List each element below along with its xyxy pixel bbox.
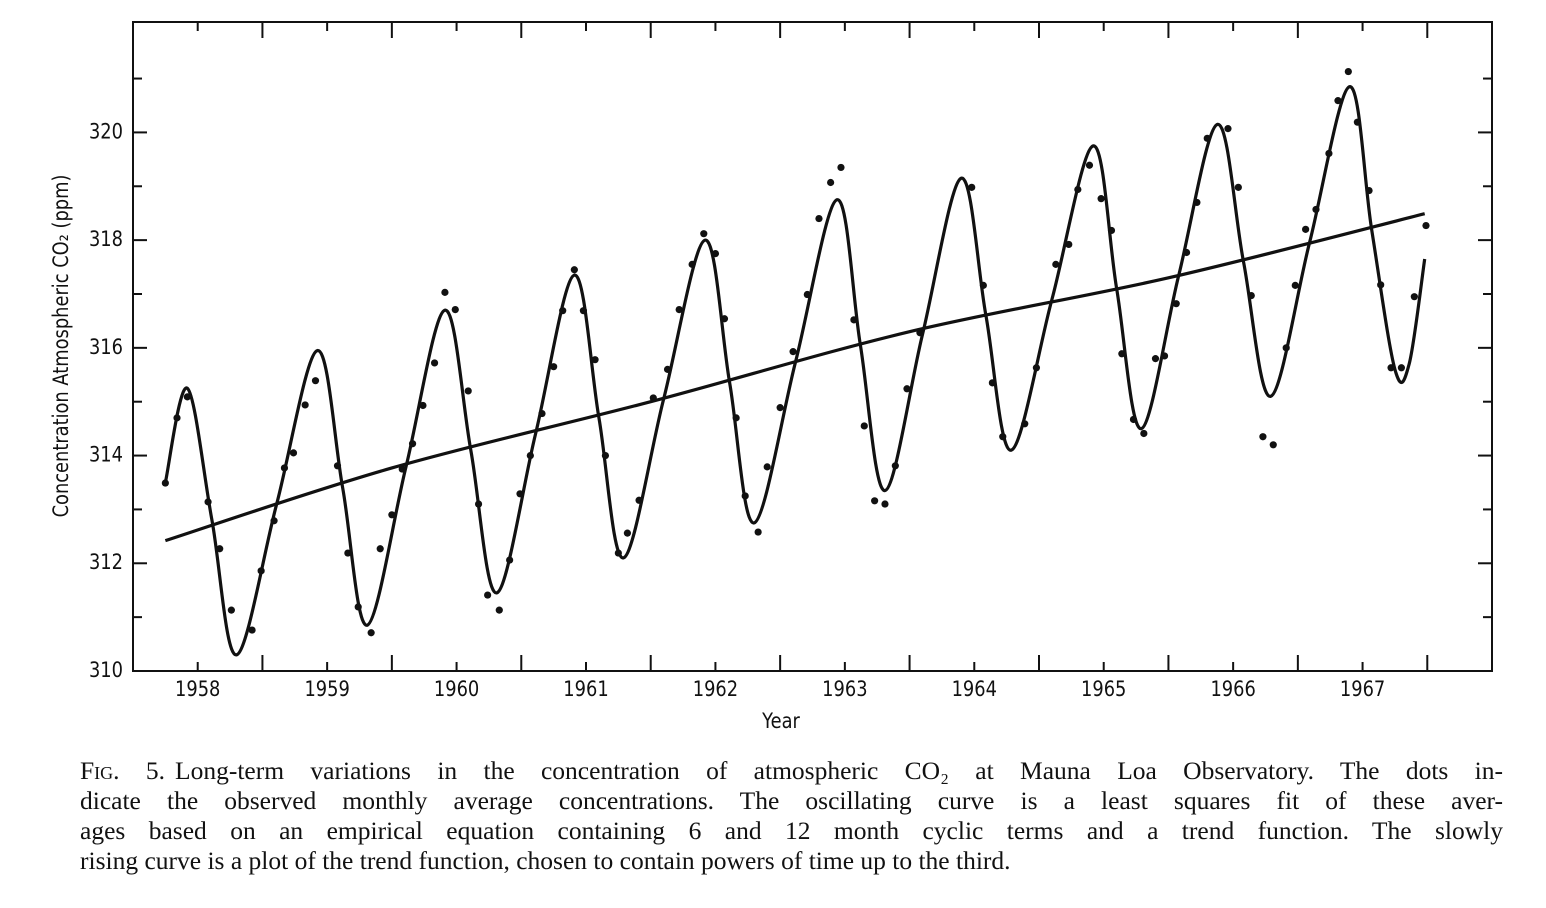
data-dot	[367, 629, 375, 637]
curve	[163, 85, 1427, 657]
x-tick-label: 1963	[822, 677, 867, 702]
data-dot	[903, 385, 911, 393]
y-tick-label: 314	[89, 442, 123, 467]
data-dot	[754, 528, 762, 536]
data-dot	[419, 401, 427, 410]
data-dot	[1291, 281, 1299, 289]
data-dot	[789, 348, 797, 356]
data-dot	[860, 422, 868, 430]
caption-line: ages based on an empirical equation cont…	[80, 816, 1503, 845]
data-dot	[1397, 364, 1405, 372]
data-dot	[495, 606, 503, 614]
data-dot	[451, 306, 459, 314]
y-axis-label: Concentration Atmospheric CO₂ (ppm)	[49, 175, 74, 518]
caption-line: Fig. 5. Long-term variations in the conce…	[80, 756, 1503, 786]
data-dot	[1302, 225, 1310, 233]
data-dot	[881, 500, 889, 508]
data-dot	[376, 545, 384, 553]
y-tick-label: 320	[89, 119, 123, 144]
data-dot	[1269, 441, 1277, 449]
data-dot	[1344, 67, 1352, 76]
data-dot	[1097, 195, 1105, 203]
x-tick-label: 1965	[1081, 677, 1126, 702]
data-dot	[700, 230, 708, 238]
data-dot	[1422, 221, 1430, 230]
y-tick-label: 310	[89, 658, 123, 683]
caption-line: dicate the observed monthly average conc…	[80, 786, 1503, 815]
plot-frame	[132, 21, 1493, 672]
data-dot	[1065, 240, 1073, 249]
data-dot	[968, 183, 976, 191]
data-dot	[591, 356, 599, 364]
data-dot	[1259, 433, 1267, 441]
x-tick-label: 1962	[693, 677, 738, 702]
data-dot	[1334, 97, 1342, 105]
data-dot	[550, 363, 558, 371]
caption-text: Long-term variations in the concentratio…	[175, 756, 1503, 785]
data-dot	[441, 288, 449, 296]
data-dot	[430, 359, 439, 367]
x-tick-label: 1959	[304, 677, 349, 702]
chart: Year Concentration Atmospheric CO₂ (ppm)…	[49, 21, 1493, 734]
data-dot	[837, 163, 845, 172]
data-dot	[871, 497, 879, 505]
curve	[164, 212, 1426, 543]
y-tick-label: 316	[89, 334, 123, 359]
data-dot	[623, 529, 632, 537]
caption-line: rising curve is a plot of the trend func…	[80, 846, 1011, 875]
caption: Fig. 5. Long-term variations in the conce…	[80, 756, 1503, 876]
data-dot	[815, 214, 823, 223]
x-tick-label: 1960	[434, 677, 479, 702]
data-dot	[763, 463, 771, 471]
caption-label: Fig. 5.	[80, 756, 166, 785]
x-tick-label: 1961	[563, 677, 608, 702]
y-tick-label: 318	[89, 227, 123, 252]
x-tick-label: 1967	[1340, 677, 1385, 702]
data-dot	[484, 591, 492, 599]
data-dot	[1410, 293, 1418, 301]
data-dot	[675, 306, 683, 314]
data-dot	[570, 266, 578, 274]
x-tick-label: 1966	[1210, 677, 1255, 702]
data-dot	[464, 387, 472, 395]
data-dot	[289, 449, 298, 457]
data-dot	[227, 606, 235, 614]
data-dot	[1151, 355, 1160, 363]
data-dot	[1234, 183, 1242, 191]
data-dot	[248, 626, 256, 634]
data-dot	[1085, 161, 1094, 169]
data-dot	[1052, 260, 1060, 268]
data-dot	[776, 404, 784, 412]
data-dot	[827, 178, 835, 187]
data-dot	[311, 377, 320, 385]
x-tick-label: 1958	[175, 677, 220, 702]
data-dot	[1140, 429, 1148, 438]
data-dot	[1224, 125, 1232, 133]
x-axis-label: Year	[761, 709, 800, 734]
data-dot	[301, 401, 309, 409]
data-dot	[388, 511, 396, 519]
y-tick-label: 312	[89, 550, 123, 575]
x-tick-label: 1964	[952, 677, 997, 702]
